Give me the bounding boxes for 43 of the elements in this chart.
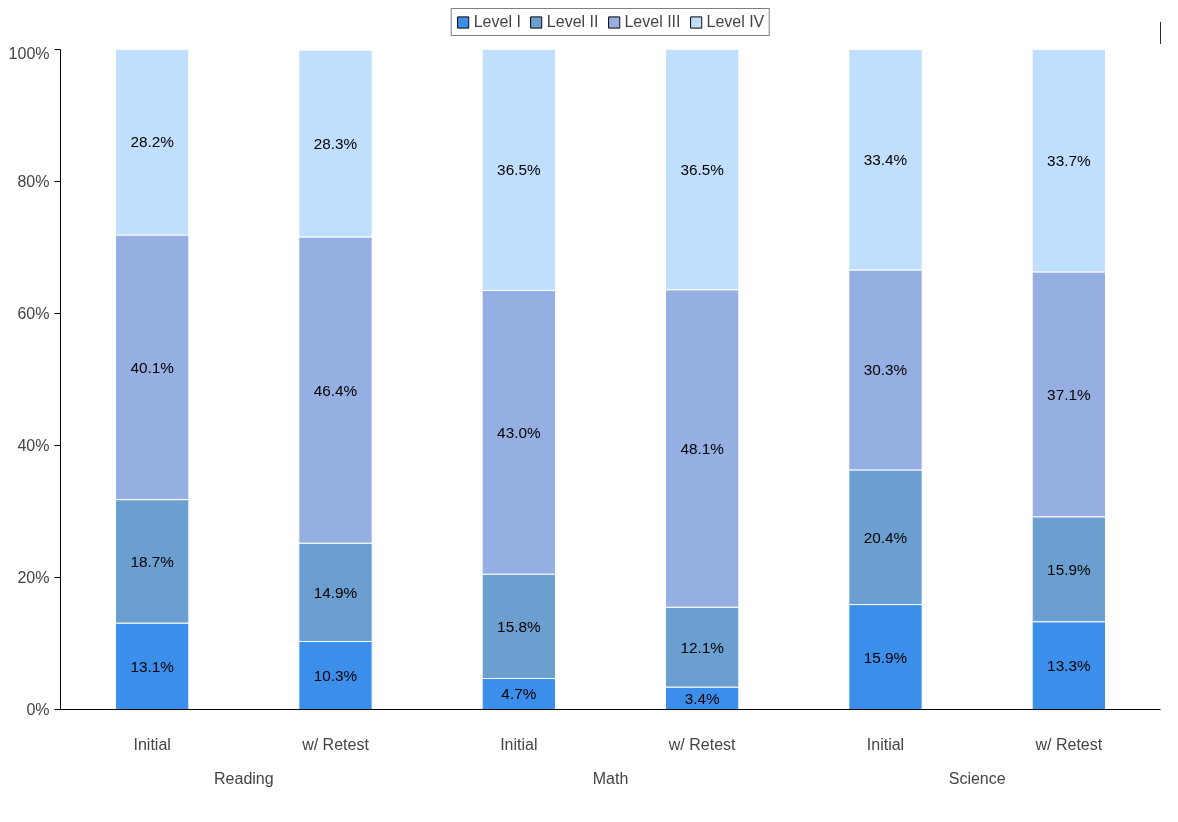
data-label: 48.1% xyxy=(680,439,725,457)
x-tick-label: Initial xyxy=(500,735,538,753)
data-label: 12.1% xyxy=(680,638,725,656)
y-tick-label: 60% xyxy=(17,305,50,322)
data-label: 13.1% xyxy=(130,657,175,675)
data-label: 28.3% xyxy=(313,135,358,153)
data-label: 15.9% xyxy=(863,648,908,666)
x-tick-label: w/ Retest xyxy=(1034,735,1103,753)
data-label: 43.0% xyxy=(497,423,541,441)
data-label: 46.4% xyxy=(313,381,358,399)
y-tick-label: 20% xyxy=(17,569,50,586)
legend-label: Level I xyxy=(473,13,521,31)
data-label: 20.4% xyxy=(863,528,908,546)
data-label: 33.7% xyxy=(1047,152,1091,170)
data-label: 28.2% xyxy=(130,133,175,151)
data-label: 40.1% xyxy=(130,358,175,376)
legend-label: Level III xyxy=(624,13,681,31)
text: Math xyxy=(592,769,629,787)
data-label: 30.3% xyxy=(863,361,908,379)
data-label: 18.7% xyxy=(130,552,175,570)
x-tick-label: Initial xyxy=(133,735,171,753)
y-tick-label: 0% xyxy=(26,701,50,718)
x-tick-label: w/ Retest xyxy=(301,735,370,753)
data-label: 36.5% xyxy=(680,160,725,178)
data-label: 15.9% xyxy=(1047,560,1091,578)
data-label: 15.8% xyxy=(497,617,541,635)
data-label: 4.7% xyxy=(501,685,537,703)
data-label: 33.4% xyxy=(863,151,908,169)
y-tick-label: 40% xyxy=(17,437,50,454)
legend-label: Level II xyxy=(546,13,599,31)
x-tick-label: Initial xyxy=(866,735,905,753)
data-label: 13.3% xyxy=(1047,657,1091,675)
data-label: 14.9% xyxy=(313,583,358,601)
y-tick-label: 100% xyxy=(8,44,50,62)
data-label: 10.3% xyxy=(313,667,358,685)
legend-label: Level IV xyxy=(706,13,765,31)
data-label: 3.4% xyxy=(684,689,721,707)
data-label: 36.5% xyxy=(497,161,541,179)
x-tick-label: w/ Retest xyxy=(667,735,737,753)
text: Reading xyxy=(214,769,274,787)
data-label: 37.1% xyxy=(1047,385,1091,403)
y-tick-label: 80% xyxy=(17,173,50,190)
text: Science xyxy=(948,769,1006,787)
